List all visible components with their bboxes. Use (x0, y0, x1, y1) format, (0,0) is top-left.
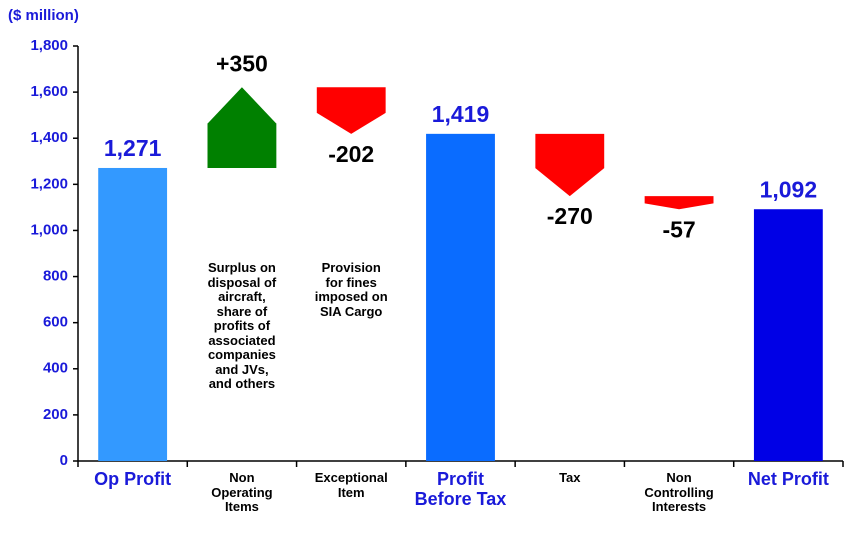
category-label-total: Net Profit (747, 469, 829, 489)
bar (98, 167, 168, 462)
y-tick-label: 1,800 (30, 37, 68, 54)
y-tick-label: 1,000 (30, 221, 68, 238)
y-tick-label: 600 (43, 314, 68, 331)
annotation: Provision for fines imposed on SIA Cargo (314, 260, 388, 319)
y-tick-label: 1,400 (30, 129, 68, 146)
category-label: Tax (559, 470, 581, 485)
value-label: 1,271 (104, 135, 162, 161)
value-label: 1,092 (760, 176, 818, 202)
value-label: -270 (547, 203, 593, 229)
bar (753, 209, 823, 461)
y-tick-label: 400 (43, 360, 68, 377)
delta-arrow (535, 133, 605, 197)
value-label: -57 (662, 216, 695, 242)
annotation: Surplus on disposal of aircraft, share o… (207, 260, 277, 392)
y-tick-label: 1,600 (30, 83, 68, 100)
y-tick-label: 200 (43, 406, 68, 423)
bar (426, 133, 495, 461)
y-tick-label: 0 (60, 452, 68, 469)
delta-arrow (316, 87, 386, 134)
value-label: 1,419 (432, 101, 490, 127)
y-tick-label: 800 (43, 268, 68, 285)
value-label: -202 (328, 141, 374, 167)
category-label-total: Profit Before Tax (414, 469, 507, 510)
category-label: Exceptional Item (314, 470, 388, 500)
y-tick-label: 1,200 (30, 175, 68, 192)
category-label-total: Op Profit (94, 469, 172, 489)
unit-label: ($ million) (8, 7, 79, 24)
value-label: +350 (216, 50, 268, 76)
delta-arrow (207, 87, 277, 168)
category-label: Non Controlling Interests (644, 470, 714, 515)
category-label: Non Operating Items (211, 470, 273, 515)
delta-arrow (644, 196, 714, 210)
